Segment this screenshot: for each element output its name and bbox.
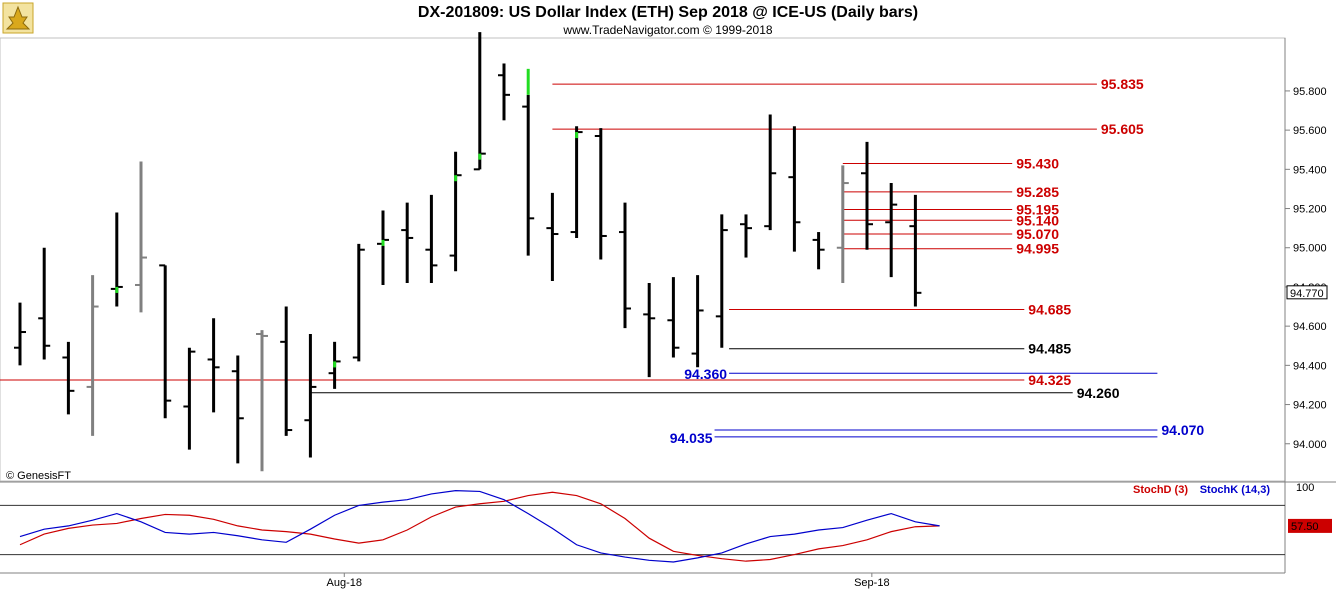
- last-price-box: [1286, 285, 1328, 300]
- watermark: © GenesisFT: [6, 470, 71, 482]
- price-tick-label: 94.600: [1293, 321, 1327, 333]
- price-tick-label: 94.200: [1293, 400, 1327, 412]
- genesis-logo-icon: [2, 2, 34, 34]
- level-label: 94.360: [684, 366, 727, 382]
- level-label: 94.070: [1161, 422, 1204, 438]
- price-bar: [740, 214, 752, 258]
- price-axis-ticks: 95.80095.60095.40095.20095.00094.80094.6…: [1285, 86, 1327, 451]
- price-bar: [473, 32, 486, 171]
- price-bar: [425, 194, 438, 284]
- level-label: 95.285: [1016, 184, 1059, 200]
- stochastic-lines: 57.50: [0, 490, 1332, 563]
- price-bar: [280, 306, 293, 436]
- level-label: 95.605: [1101, 121, 1144, 137]
- price-tick-label: 95.600: [1293, 125, 1327, 137]
- stoch-last-box: [1288, 518, 1332, 533]
- price-tick-label: 94.000: [1293, 439, 1327, 451]
- stochd-legend: StochD (3): [1133, 484, 1188, 496]
- level-labels: 95.835 95.605 95.430 95.285 95.19595.14095.0…: [670, 76, 1205, 446]
- price-bar: [885, 183, 898, 278]
- price-bar: [812, 232, 825, 270]
- last-price-marker: 94.770: [1286, 285, 1328, 300]
- price-tick-label: 95.200: [1293, 204, 1327, 216]
- stoch-tick-100: 100: [1296, 482, 1314, 494]
- price-bar: [183, 347, 196, 450]
- price-panel: [0, 37, 1286, 573]
- price-bar: [619, 202, 631, 329]
- time-tick-label: Sep-18: [854, 577, 889, 589]
- price-bar: [14, 302, 26, 366]
- last-price-label: 94.770: [1290, 288, 1324, 300]
- price-bar: [788, 126, 801, 252]
- price-bar: [764, 114, 777, 231]
- time-axis: Aug-18 Sep-18: [327, 573, 890, 589]
- price-tick-label: 95.000: [1293, 243, 1327, 255]
- price-bar: [909, 194, 922, 307]
- price-bars: [14, 32, 922, 472]
- price-tick-label: 94.400: [1293, 360, 1327, 372]
- price-bar: [498, 63, 510, 121]
- price-bar: [715, 214, 728, 348]
- level-label: 94.260: [1077, 385, 1120, 401]
- price-bar: [667, 277, 680, 358]
- stoch-last-label: 57.50: [1291, 521, 1319, 533]
- price-bar: [86, 275, 99, 436]
- price-tick-label: 95.400: [1293, 164, 1327, 176]
- price-bar: [110, 212, 123, 307]
- stochk-line: [19, 490, 940, 563]
- chart-title: DX-201809: US Dollar Index (ETH) Sep 201…: [418, 4, 918, 21]
- level-label: 95.140: [1016, 212, 1059, 228]
- level-label: 95.195: [1016, 202, 1059, 218]
- level-label: 95.070: [1016, 226, 1059, 242]
- price-bar: [836, 165, 849, 284]
- level-label: 95.835: [1101, 76, 1144, 92]
- price-bar: [377, 210, 389, 285]
- price-bar: [135, 161, 147, 313]
- price-bar: [546, 192, 559, 282]
- price-bar: [62, 341, 75, 415]
- price-bar: [231, 355, 244, 464]
- price-panel-frame: [0, 37, 1286, 482]
- level-label: 94.035: [670, 430, 713, 446]
- stochd-line: [19, 491, 940, 562]
- price-bar: [691, 275, 704, 368]
- price-bar: [159, 264, 172, 419]
- price-bar: [449, 151, 462, 272]
- price-bar: [401, 202, 414, 284]
- price-bar: [570, 126, 583, 238]
- level-label: 94.685: [1028, 301, 1071, 317]
- price-bar: [352, 243, 365, 362]
- level-label: 94.325: [1028, 372, 1071, 388]
- stoch-panel: [0, 481, 1336, 574]
- level-label: 94.485: [1028, 341, 1071, 357]
- level-label: 94.995: [1016, 241, 1059, 257]
- price-bar: [38, 247, 51, 360]
- price-bar: [207, 318, 220, 413]
- price-bar: [256, 330, 268, 472]
- price-bar: [328, 341, 341, 389]
- price-bar: [522, 68, 535, 256]
- chart-subtitle: www.TradeNavigator.com © 1999-2018: [562, 23, 772, 37]
- level-lines: [0, 83, 1158, 438]
- level-label: 95.430: [1016, 155, 1059, 171]
- price-bar: [304, 333, 317, 458]
- time-tick-label: Aug-18: [327, 577, 362, 589]
- stochk-legend: StochK (14,3): [1200, 484, 1271, 496]
- price-bar: [643, 283, 656, 378]
- price-tick-label: 95.800: [1293, 86, 1327, 98]
- price-bar: [861, 141, 873, 250]
- price-bar: [594, 128, 607, 260]
